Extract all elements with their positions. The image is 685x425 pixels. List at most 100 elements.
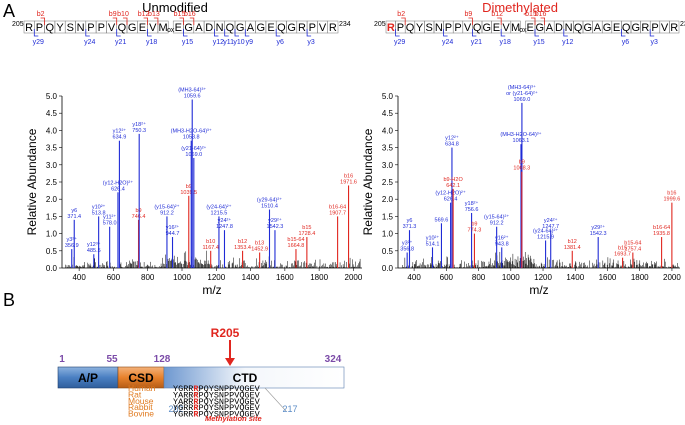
y-ion-label: y24: [84, 39, 95, 46]
x-tick-label: 1200: [534, 273, 552, 282]
oxidation-mark: ox: [167, 27, 175, 34]
residue: P: [445, 22, 452, 34]
y-tick-label: 1.5: [46, 212, 58, 221]
y-ion-label: y6: [276, 39, 284, 46]
peak-label: b12 1381.4: [564, 239, 581, 251]
residue: E: [267, 22, 274, 34]
peak-label: (MH3-H2O-64)³⁺ 1053.8: [171, 128, 212, 141]
oxidation-mark: ox: [519, 27, 527, 34]
y-ion-label: y15: [533, 39, 544, 46]
peak-label: (y12-H2O)²⁺ 626.4: [103, 179, 134, 192]
aligned-sequence: YGRRRPQYSNPPVQGEV: [173, 403, 261, 413]
y-ion-label: y10: [233, 39, 244, 46]
peak-label: y10²⁺ 513.8: [92, 203, 106, 216]
residue: E: [175, 22, 182, 34]
y-ion-marker: [147, 29, 152, 37]
b-ion-marker: [112, 17, 118, 25]
peak-label: y16²⁺ 943.8: [495, 234, 509, 247]
y-tick-label: 3.0: [46, 161, 58, 170]
noise-peaks: [400, 251, 679, 268]
residue: Q: [277, 22, 286, 34]
residue: S: [67, 22, 74, 34]
y-ion-marker: [395, 29, 400, 37]
y-ion-label: y6: [622, 39, 630, 46]
residue: G: [584, 22, 593, 34]
b-ion-marker: [143, 17, 148, 25]
y-axis-label: Relative Abundance: [25, 128, 39, 235]
y-ion-marker: [649, 29, 655, 37]
b-ion-label: b16: [184, 11, 196, 18]
zoom-line-right: [264, 387, 287, 412]
y-tick-label: 5.0: [382, 92, 394, 101]
pos-128: 128: [154, 354, 171, 365]
peak-label: (y24-64)²⁺ 1215.9: [533, 227, 558, 240]
panel-label-a: A: [3, 1, 15, 21]
pos-55: 55: [106, 354, 118, 365]
peak-label: y3²⁺ 356.9: [65, 236, 79, 249]
peak-label: y10²⁺ 514.1: [426, 234, 440, 247]
y-ion-marker: [116, 29, 121, 37]
residue: V: [319, 22, 327, 34]
residue: R: [670, 22, 678, 34]
seq-start: 205: [12, 21, 24, 28]
spectrum-title: Dimethylated: [482, 0, 558, 15]
y-ion-marker: [224, 29, 229, 37]
peak-label: y12³⁺ 485.5: [87, 241, 101, 254]
y-tick-label: 2.5: [46, 178, 58, 187]
residue: A: [195, 22, 203, 34]
x-tick-label: 1400: [242, 273, 260, 282]
peak-label: b15 1728.4: [298, 225, 315, 237]
residue: D: [555, 22, 563, 34]
x-tick-label: 2000: [663, 273, 681, 282]
y-ion-marker: [214, 29, 219, 37]
x-tick-label: 400: [72, 273, 86, 282]
pos-324: 324: [325, 354, 342, 365]
peak-label: (MH3-64)³⁺ or (y21-64)²⁺ 1069.0: [506, 84, 538, 103]
residue-box: [669, 20, 680, 34]
residue: G: [184, 22, 193, 34]
b-ion-marker: [153, 17, 159, 25]
peak-label: y29²⁺ 1542.3: [590, 224, 607, 237]
residue: P: [87, 22, 94, 34]
residue: Q: [574, 22, 583, 34]
peak-label: 569.6: [435, 217, 449, 223]
x-axis-label: m/z: [202, 283, 221, 297]
seq-start: 205: [374, 21, 386, 28]
x-axis-label: m/z: [529, 283, 548, 297]
b-ion-marker: [123, 17, 128, 25]
peak-label: y6 371.3: [403, 218, 417, 230]
x-tick-label: 400: [407, 273, 421, 282]
species-name: Human: [128, 383, 156, 393]
y-ion-marker: [500, 29, 506, 37]
residue: E: [613, 22, 620, 34]
x-tick-label: 1600: [276, 273, 294, 282]
site-label: R205: [211, 326, 240, 340]
pos-1: 1: [59, 354, 65, 365]
y-tick-label: 5.0: [46, 92, 58, 101]
residue: G: [632, 22, 641, 34]
peak-label: b15-64 1757.4: [624, 241, 641, 253]
peak-label: b9 774.3: [468, 222, 482, 234]
peak-label: y24²⁺ 1247.8: [216, 217, 233, 230]
peak-label: (y15-64)²⁺ 912.2: [154, 203, 179, 216]
residue: P: [309, 22, 316, 34]
aligned-sequence: YARRRPQYSNPPVQGEV: [173, 397, 261, 407]
peak-label: b16 1971.6: [340, 173, 357, 185]
site-arrowhead: [225, 358, 235, 366]
x-tick-label: 1000: [502, 273, 520, 282]
y-ion-marker: [621, 29, 626, 37]
b-ion-label: b12: [491, 11, 503, 18]
peak-label: (MH3-64)³⁺ 1059.6: [178, 86, 206, 99]
y-tick-label: 0.0: [46, 264, 58, 273]
residue: D: [205, 22, 213, 34]
align-end-pos: 217: [282, 404, 297, 414]
y-tick-label: 0.5: [382, 247, 394, 256]
b-ion-label: b15: [525, 11, 537, 18]
domain-ctd-label: CTD: [233, 371, 258, 385]
x-tick-label: 1800: [631, 273, 649, 282]
residue: Q: [473, 22, 482, 34]
peak-label: (y21-64)²⁺ 1069.0: [181, 145, 206, 158]
